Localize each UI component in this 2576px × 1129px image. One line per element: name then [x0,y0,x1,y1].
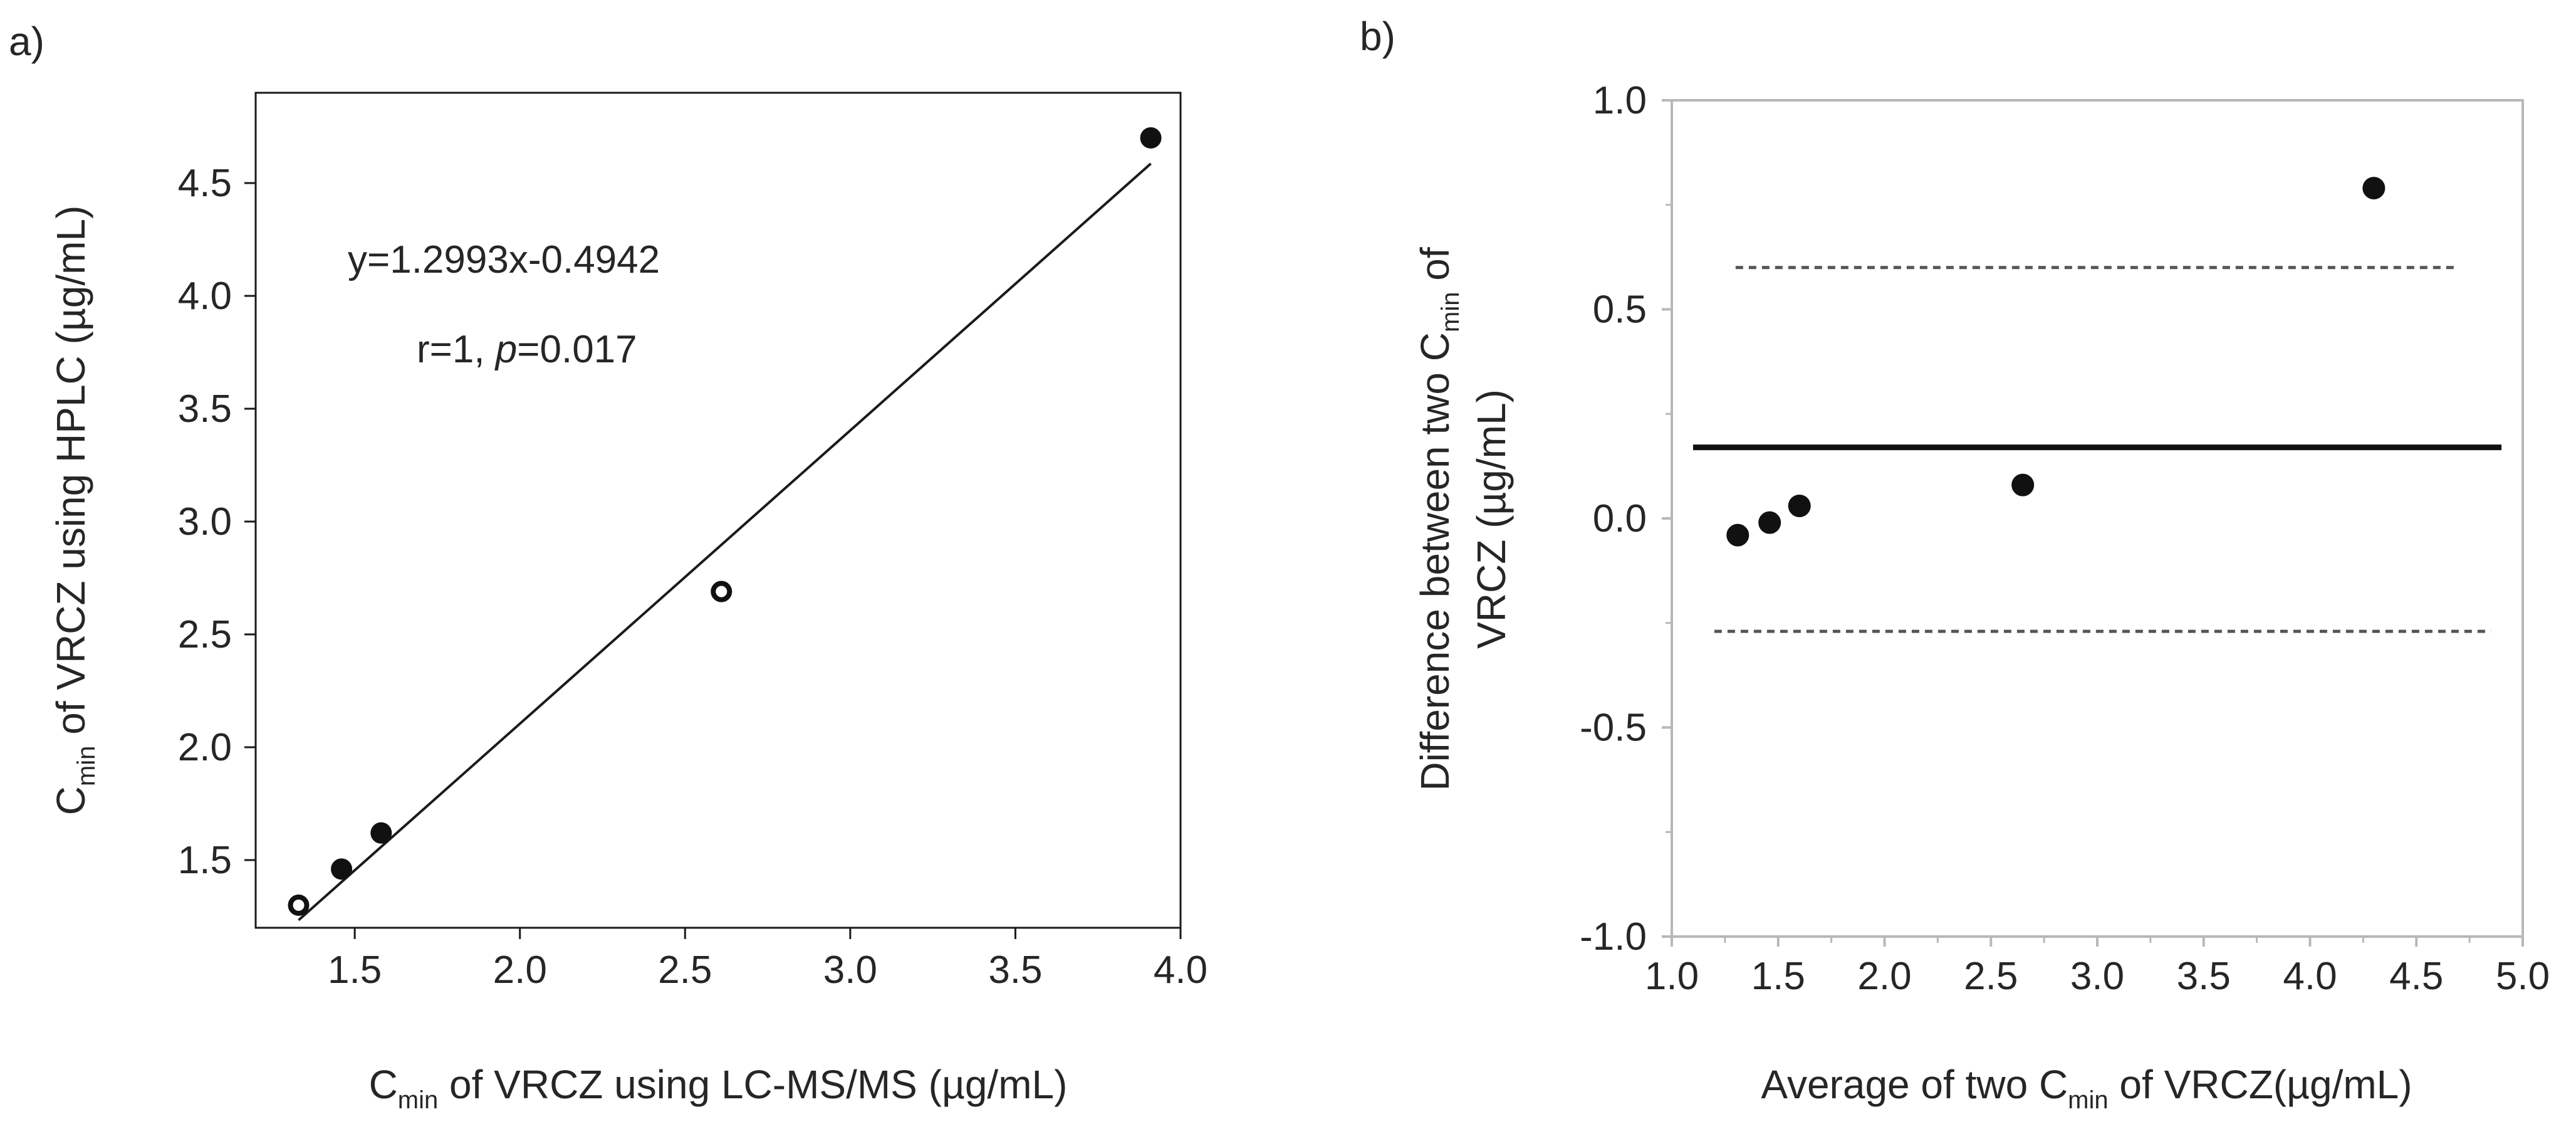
panel-a-p-label: p [494,328,517,371]
panel-b-x-tick-label: 2.5 [1964,955,2018,998]
panel-a-y-title-sub: min [73,746,100,786]
panel-a-x-title-rest: of VRCZ using LC-MS/MS (µg/mL) [438,1062,1067,1107]
panel-b-x-tick-label: 3.5 [2177,955,2231,998]
panel-a-y-tick-label: 2.0 [178,726,232,769]
panel-a-x-tick-label: 2.0 [493,948,547,992]
panel-b-x-title-sub: min [2068,1086,2108,1114]
panel-a-x-tick-label: 4.0 [1154,948,1207,992]
panel-b-chart: b) 1.0 1.5 2.0 2.5 3.0 3.5 4.0 4.5 5.0 -1.0 -0.5 0… [1360,14,2550,1114]
panel-a-label: a) [9,19,44,64]
panel-a-plot-frame [254,92,1182,929]
panel-a-y-tick-label: 4.0 [178,275,232,318]
panel-b-x-tick-label: 2.0 [1857,955,1911,998]
panel-b-data-point [1758,511,1781,534]
panel-a-x-tick-label: 1.5 [328,948,382,992]
panel-a-stats: r=1, p=0.017 [417,328,637,371]
panel-a-r-text: r=1, [417,328,496,371]
panel-b-label: b) [1360,14,1395,59]
panel-b-y-tick-label: -1.0 [1580,915,1647,958]
panel-a-y-tick-label: 4.5 [178,162,232,205]
panel-b-x-axis-title: Average of two Cmin of VRCZ(µg/mL) [1761,1062,2412,1114]
panel-b-x-title-rest: of VRCZ(µg/mL) [2109,1062,2412,1107]
panel-b-x-tick-label: 3.0 [2070,955,2124,998]
panel-a-points [288,127,1162,916]
panel-b-data-point [1726,523,1749,547]
panel-b-x-tick-label: 5.0 [2496,955,2550,998]
panel-a-y-tick-label: 3.0 [178,500,232,543]
panel-a-regression-line [298,162,1152,922]
panel-a-y-axis-title: Cmin of VRCZ using HPLC (µg/mL) [48,206,100,816]
panel-a-data-point [331,858,353,880]
panel-b-y-axis-title-line1: Difference between two Cmin of [1412,247,1464,790]
panel-a-x-tick-label: 2.5 [658,948,712,992]
panel-a-y-title-main: C [48,786,93,815]
panel-b-data-point [2362,177,2386,200]
panel-b-x-ticks: 1.0 1.5 2.0 2.5 3.0 3.5 4.0 4.5 5.0 [1645,937,2550,998]
panel-a-x-ticks: 1.5 2.0 2.5 3.0 3.5 4.0 [328,928,1207,992]
panel-a-y-tick-label: 1.5 [178,839,232,882]
panel-b-y-axis-title-line2: VRCZ (µg/mL) [1469,389,1514,649]
panel-a-x-title-sub: min [398,1086,438,1114]
panel-a-y-title-rest: of VRCZ using HPLC (µg/mL) [48,206,93,746]
panel-a-data-point [288,895,310,916]
panel-b-y-title-sub: min [1437,292,1464,332]
panel-b-y-title-rest: of [1412,247,1457,291]
panel-b-x-tick-label: 4.5 [2389,955,2443,998]
panel-a-x-tick-label: 3.0 [823,948,877,992]
panel-a-y-tick-label: 2.5 [178,613,232,656]
panel-b-y-tick-label: -0.5 [1580,706,1647,750]
panel-b-plot-frame [1671,99,2524,938]
panel-b-y-tick-label: 1.0 [1593,79,1647,122]
panel-b-y-title-main: Difference between two C [1412,332,1457,791]
panel-a-x-title-main: C [369,1062,398,1107]
panel-b-points [1726,177,2386,547]
panel-b-x-tick-label: 4.0 [2283,955,2337,998]
panel-a-x-tick-label: 3.5 [988,948,1042,992]
panel-a-data-point [711,580,733,602]
panel-b-data-point [2011,473,2035,496]
panel-b-x-title-main: Average of two C [1761,1062,2068,1107]
panel-b-x-tick-label: 1.0 [1645,955,1699,998]
panel-b-data-point [1788,494,1811,517]
panel-a-y-ticks: 1.5 2.0 2.5 3.0 3.5 4.0 4.5 [178,162,256,882]
panel-a-data-point [370,822,392,844]
panel-a-data-point [1140,127,1162,149]
panel-a-y-tick-label: 3.5 [178,387,232,431]
panel-b-y-tick-label: 0.0 [1593,497,1647,540]
panel-a-p-value: =0.017 [517,328,637,371]
panel-b-y-tick-label: 0.5 [1593,288,1647,332]
panel-a-x-axis-title: Cmin of VRCZ using LC-MS/MS (µg/mL) [369,1062,1068,1114]
panel-b-x-tick-label: 1.5 [1751,955,1805,998]
panel-a-chart: a) 1.5 2.0 2.5 3.0 3.5 4.0 1.5 2.0 2.5 3.0 3.5 4.0… [9,19,1207,1114]
panel-a-equation: y=1.2993x-0.4942 [348,238,660,281]
panel-b-y-ticks: -1.0 -0.5 0.0 0.5 1.0 [1580,79,1672,958]
